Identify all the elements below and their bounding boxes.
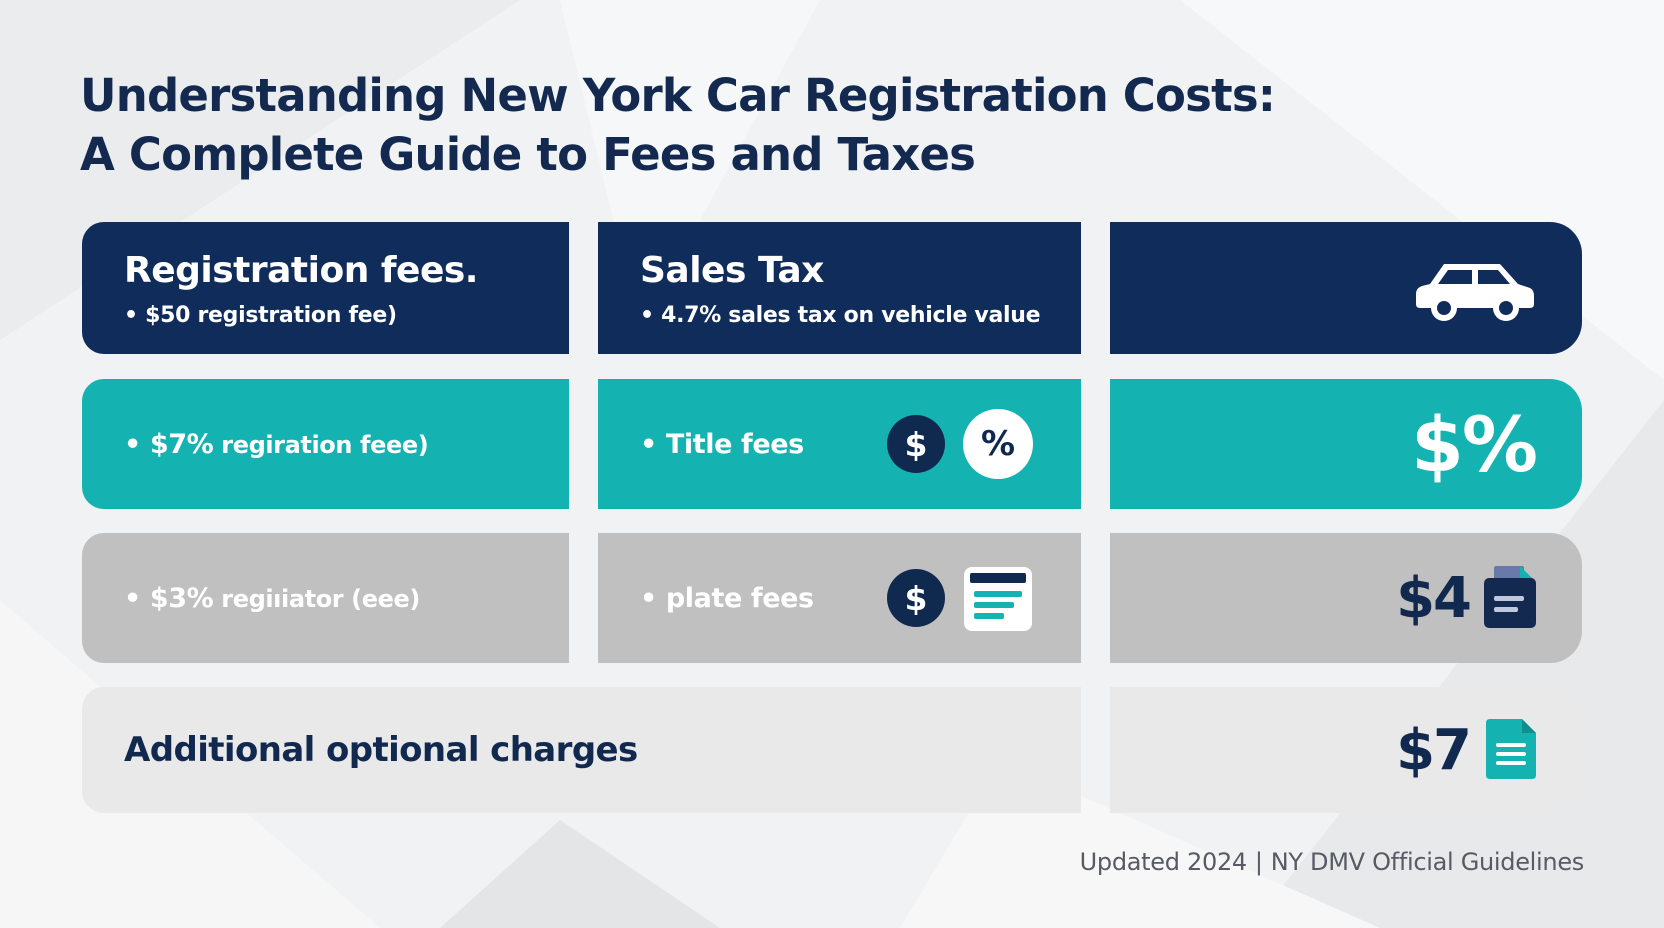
car-icon <box>1416 264 1534 321</box>
registration-fee-row-card: • $7% regiration feee) <box>82 379 569 509</box>
additional-charges-label: Additional optional charges <box>124 730 638 770</box>
sales-tax-heading: Sales Tax <box>640 249 824 291</box>
plate-amount: $4 <box>1396 565 1472 631</box>
additional-charges-card: Additional optional charges <box>82 687 1081 813</box>
registration-fees-heading: Registration fees. <box>124 249 478 291</box>
registration-fee-amount: • $7% <box>124 428 214 460</box>
registration-item-text: regiıiator (eee) <box>213 584 420 613</box>
sales-tax-bullet: • 4.7% sales tax on vehicle value <box>640 302 1041 328</box>
percent-icon: % <box>963 409 1033 479</box>
additional-amount-card: $7 <box>1110 687 1582 813</box>
footer-separator: | <box>1254 848 1263 876</box>
registration-fee-bullet: • $50 registration fee) <box>124 302 397 328</box>
footer-source: Updated 2024 | NY DMV Official Guidelines <box>1079 848 1585 876</box>
title-fees-card: • Title fees $ % <box>598 379 1081 509</box>
registration-item: • $3% regiıiator (eee) <box>82 583 420 614</box>
car-card <box>1110 222 1582 354</box>
dollar-icon: $ <box>887 415 945 473</box>
dollar-percent-symbol: $% <box>1410 399 1538 489</box>
page-title: Understanding New York Car Registration … <box>80 66 1280 184</box>
title-fees-item: • Title fees <box>640 428 804 460</box>
dollar-icon: $ <box>887 569 945 627</box>
plate-fees-card: • plate fees $ <box>598 533 1081 663</box>
plate-amount-card: $4 <box>1110 533 1582 663</box>
folder-document-icon <box>1484 566 1536 628</box>
sales-tax-card: Sales Tax • 4.7% sales tax on vehicle va… <box>598 222 1081 354</box>
footer-source-text: NY DMV Official Guidelines <box>1270 848 1585 876</box>
title-line-2: A Complete Guide to Fees and Taxes <box>80 128 976 181</box>
registration-fees-card: Registration fees. • $50 registration fe… <box>82 222 569 354</box>
document-icon <box>964 567 1032 631</box>
registration-item-amount: • $3% <box>124 582 214 614</box>
dollar-percent-card: $% <box>1110 379 1582 509</box>
document-icon <box>1486 719 1536 779</box>
plate-fees-item: • plate fees <box>640 582 814 614</box>
additional-amount: $7 <box>1396 717 1472 783</box>
registration-fee-item: • $7% regiration feee) <box>82 428 429 460</box>
footer-updated: Updated 2024 <box>1079 848 1248 876</box>
title-line-1: Understanding New York Car Registration … <box>80 69 1276 122</box>
registration-fee-text: regiration feee) <box>213 430 429 459</box>
registration-item-card: • $3% regiıiator (eee) <box>82 533 569 663</box>
